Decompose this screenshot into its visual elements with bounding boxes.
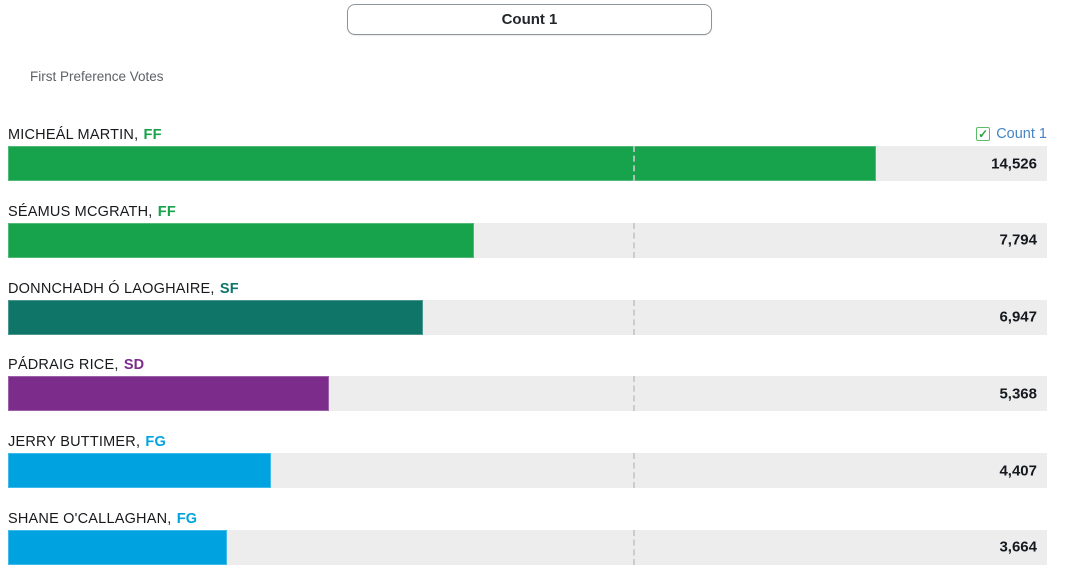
name-party-separator: , — [167, 510, 176, 527]
candidate-name: JERRY BUTTIMER — [8, 434, 136, 451]
vote-bar — [8, 146, 877, 181]
vote-bar — [8, 376, 329, 412]
party-tag: FG — [145, 434, 166, 451]
party-tag: FF — [157, 203, 176, 220]
name-party-separator: , — [114, 357, 123, 374]
candidate-label: SHANE O'CALLAGHAN, FG — [8, 510, 1047, 530]
candidate-label: PÁDRAIG RICE, SD — [8, 356, 1047, 376]
party-tag: FG — [176, 510, 198, 527]
party-tag: SD — [123, 357, 145, 374]
vote-bar — [8, 529, 228, 565]
candidate-name: MICHEÁL MARTIN — [8, 127, 135, 143]
vote-count: 6,947 — [999, 308, 1037, 326]
election-count-chart: Count 1 First Preference Votes ✓ Count 1… — [8, 4, 1047, 565]
party-tag: SF — [219, 280, 239, 297]
candidate-row: MICHEÁL MARTIN, FF 14,526 — [8, 126, 1047, 203]
vote-track: 4,407 — [8, 453, 1047, 489]
vote-count: 5,368 — [999, 385, 1037, 403]
quota-line — [632, 146, 635, 181]
candidate-rows: MICHEÁL MARTIN, FF 14,526 SÉAMUS MCGRATH… — [8, 126, 1047, 587]
vote-bar — [8, 299, 424, 335]
vote-track: 3,664 — [8, 529, 1047, 565]
candidate-label: DONNCHADH Ó LAOGHAIRE, SF — [8, 280, 1047, 300]
candidate-row: SÉAMUS MCGRATH, FF 7,794 — [8, 203, 1047, 280]
legend-count-label: Count 1 — [996, 126, 1047, 142]
candidate-label: MICHEÁL MARTIN, FF — [8, 126, 1047, 146]
name-party-separator: , — [135, 434, 145, 451]
legend-count-toggle[interactable]: ✓ Count 1 — [976, 126, 1047, 142]
candidate-row: JERRY BUTTIMER, FG 4,407 — [8, 433, 1047, 510]
quota-line — [632, 299, 635, 335]
candidate-name: DONNCHADH Ó LAOGHAIRE — [8, 280, 211, 297]
candidate-name: SHANE O'CALLAGHAN — [8, 510, 168, 527]
quota-line — [632, 529, 635, 565]
name-party-separator: , — [148, 203, 157, 220]
candidate-row: SHANE O'CALLAGHAN, FG 3,664 — [8, 510, 1047, 587]
quota-line — [632, 453, 635, 489]
vote-count: 3,664 — [999, 538, 1037, 556]
vote-count: 4,407 — [999, 462, 1037, 480]
vote-track: 5,368 — [8, 376, 1047, 412]
vote-track: 14,526 — [8, 146, 1047, 181]
chart-subtitle: First Preference Votes — [30, 69, 164, 84]
candidate-label: JERRY BUTTIMER, FG — [8, 433, 1047, 453]
party-tag: FF — [143, 127, 162, 143]
vote-track: 6,947 — [8, 299, 1047, 335]
name-party-separator: , — [210, 280, 219, 297]
candidate-label: SÉAMUS MCGRATH, FF — [8, 203, 1047, 223]
checked-checkbox-icon: ✓ — [976, 127, 991, 141]
vote-count: 7,794 — [999, 231, 1037, 249]
vote-bar — [8, 453, 272, 489]
count-selector-button[interactable]: Count 1 — [347, 4, 712, 35]
name-party-separator: , — [134, 127, 143, 143]
vote-track: 7,794 — [8, 222, 1047, 258]
quota-line — [632, 376, 635, 412]
vote-count: 14,526 — [991, 155, 1037, 172]
candidate-name: SÉAMUS MCGRATH — [8, 203, 149, 220]
check-glyph: ✓ — [978, 127, 989, 141]
vote-bar — [8, 222, 474, 258]
candidate-row: DONNCHADH Ó LAOGHAIRE, SF 6,947 — [8, 280, 1047, 357]
candidate-row: PÁDRAIG RICE, SD 5,368 — [8, 356, 1047, 433]
quota-line — [632, 222, 635, 258]
candidate-name: PÁDRAIG RICE — [8, 357, 115, 374]
